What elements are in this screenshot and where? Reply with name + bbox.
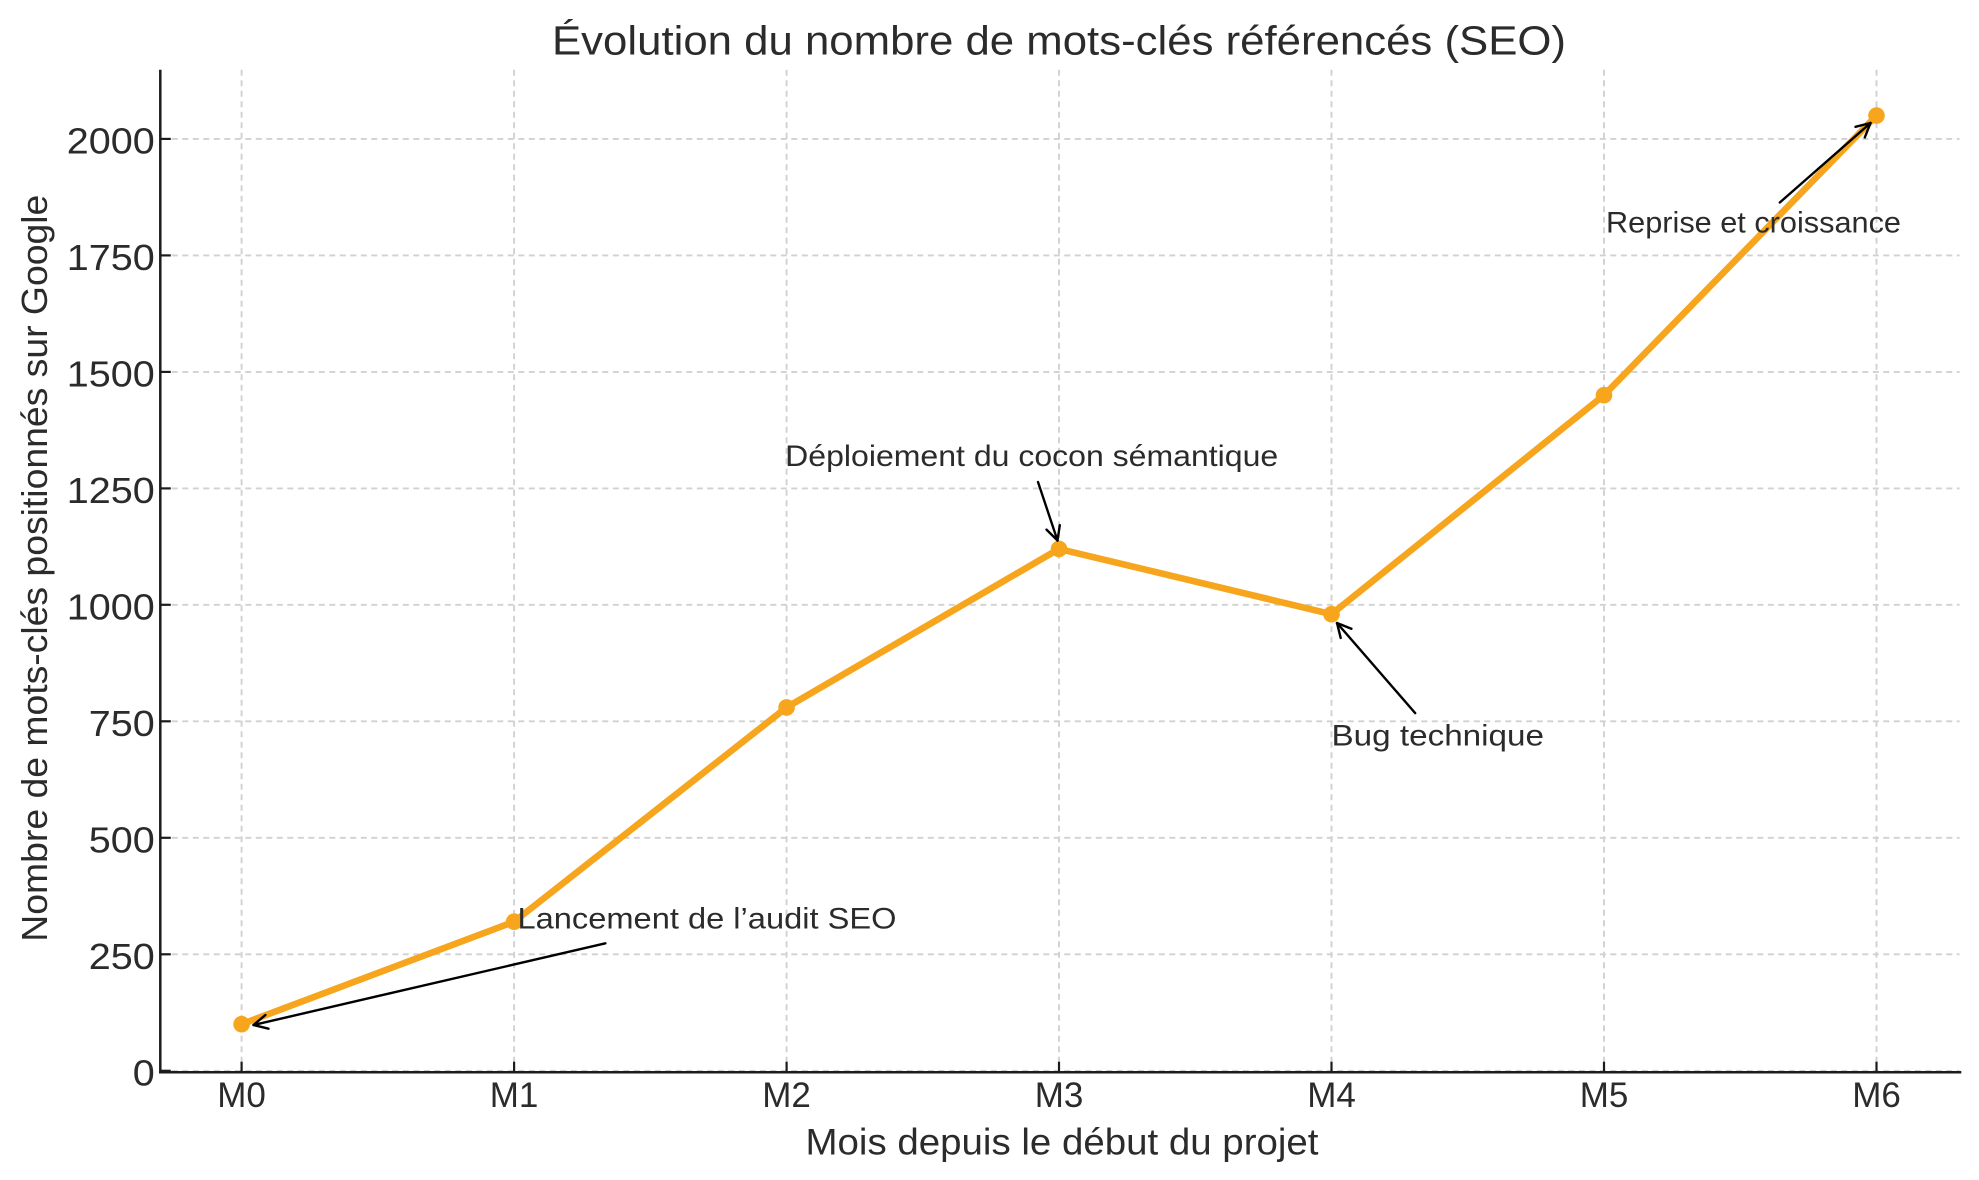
- svg-text:M6: M6: [1852, 1076, 1901, 1115]
- svg-text:750: 750: [89, 703, 155, 744]
- svg-text:Reprise et croissance: Reprise et croissance: [1606, 207, 1901, 240]
- svg-text:Lancement de l’audit SEO: Lancement de l’audit SEO: [518, 903, 897, 936]
- svg-text:M5: M5: [1580, 1076, 1629, 1115]
- svg-text:Mois depuis le début du projet: Mois depuis le début du projet: [806, 1122, 1320, 1163]
- svg-text:1500: 1500: [67, 353, 155, 394]
- svg-text:2000: 2000: [67, 120, 155, 161]
- svg-text:500: 500: [89, 819, 155, 860]
- svg-text:M2: M2: [762, 1076, 811, 1115]
- svg-text:Déploiement du cocon sémantiqu: Déploiement du cocon sémantique: [785, 440, 1278, 473]
- svg-text:1750: 1750: [67, 237, 155, 278]
- svg-text:Bug technique: Bug technique: [1332, 720, 1545, 753]
- svg-text:M3: M3: [1035, 1076, 1084, 1115]
- svg-text:1250: 1250: [67, 470, 155, 511]
- svg-text:250: 250: [89, 936, 155, 977]
- svg-text:M0: M0: [217, 1076, 266, 1115]
- svg-text:1000: 1000: [67, 586, 155, 627]
- svg-text:M1: M1: [490, 1076, 539, 1115]
- svg-text:Nombre de mots-clés positionné: Nombre de mots-clés positionnés sur Goog…: [14, 195, 55, 942]
- svg-text:Évolution du nombre de mots-cl: Évolution du nombre de mots-clés référen…: [552, 17, 1566, 63]
- svg-text:0: 0: [133, 1052, 155, 1093]
- svg-text:M4: M4: [1307, 1076, 1356, 1115]
